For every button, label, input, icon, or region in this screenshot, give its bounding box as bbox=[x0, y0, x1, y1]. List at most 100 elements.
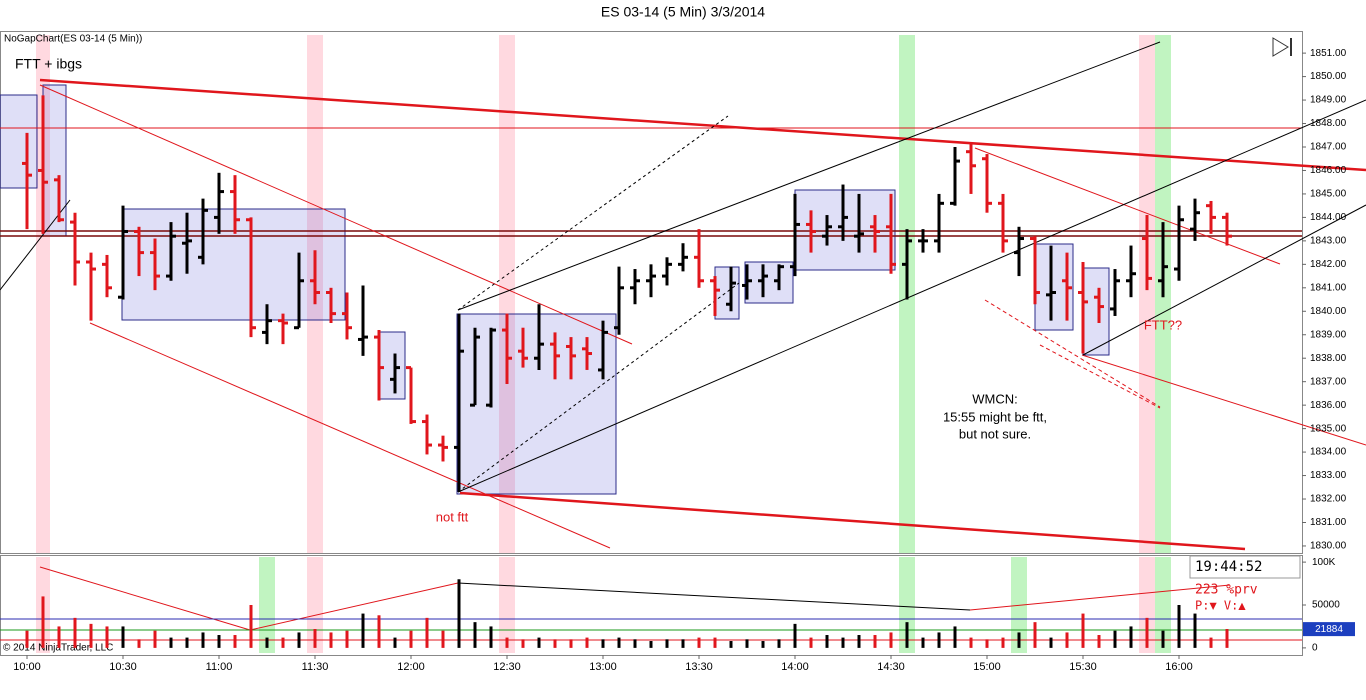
x-tick-label: 14:30 bbox=[877, 661, 905, 673]
annotation: FTT + ibgs bbox=[15, 56, 82, 72]
volume-bar bbox=[1033, 622, 1037, 648]
y-tick-label: 1844.00 bbox=[1310, 212, 1347, 223]
volume-bar bbox=[345, 630, 349, 648]
volume-bar bbox=[105, 626, 109, 648]
play-icon[interactable] bbox=[1272, 37, 1292, 57]
volume-bar bbox=[873, 635, 877, 648]
volume-bar bbox=[121, 626, 125, 648]
y-tick-label: 100K bbox=[1312, 557, 1336, 568]
volume-bar bbox=[89, 623, 93, 648]
volume-bar bbox=[489, 626, 493, 648]
volume-bar bbox=[681, 639, 685, 648]
volume-bar bbox=[137, 639, 141, 648]
y-tick-label: 1849.00 bbox=[1310, 95, 1347, 106]
y-tick-label: 1842.00 bbox=[1310, 259, 1347, 270]
volume-bar bbox=[1065, 632, 1069, 648]
y-tick-label: 1848.00 bbox=[1310, 118, 1347, 129]
chart-subtitle: NoGapChart(ES 03-14 (5 Min)) bbox=[4, 34, 142, 45]
y-tick-label: 1832.00 bbox=[1310, 494, 1347, 505]
volume-bar bbox=[1097, 635, 1101, 648]
last-value: 21884 bbox=[1315, 624, 1343, 635]
volume-bar bbox=[889, 632, 893, 648]
volume-bar bbox=[857, 635, 861, 648]
y-tick-label: 1840.00 bbox=[1310, 306, 1347, 317]
volume-bar bbox=[649, 641, 653, 648]
volume-bar bbox=[521, 639, 525, 648]
volume-bar bbox=[633, 639, 637, 648]
y-tick-label: 1839.00 bbox=[1310, 329, 1347, 340]
x-tick-label: 16:00 bbox=[1165, 661, 1193, 673]
volume-bar bbox=[329, 632, 333, 648]
volume-bar bbox=[297, 632, 301, 648]
volume-bar bbox=[393, 637, 397, 648]
volume-bar bbox=[233, 635, 237, 648]
clock: 19:44:52 bbox=[1195, 559, 1262, 575]
x-tick-label: 11:30 bbox=[302, 661, 329, 673]
volume-bar bbox=[1193, 613, 1197, 648]
y-tick-label: 1830.00 bbox=[1310, 541, 1347, 552]
volume-bar bbox=[841, 637, 845, 648]
x-tick-label: 13:00 bbox=[589, 661, 617, 673]
volume-bar bbox=[201, 632, 205, 648]
last-value-box bbox=[1303, 622, 1355, 637]
volume-bar bbox=[473, 622, 477, 648]
volume-bar bbox=[169, 637, 173, 648]
volume-bar bbox=[41, 596, 45, 648]
volume-bar bbox=[761, 641, 765, 648]
volume-bar bbox=[601, 639, 605, 648]
info: 223 %prv bbox=[1195, 583, 1258, 598]
volume-bar bbox=[457, 579, 461, 648]
x-tick-label: 10:00 bbox=[13, 661, 41, 673]
volume-bar bbox=[1049, 637, 1053, 648]
y-tick-label: 1834.00 bbox=[1310, 447, 1347, 458]
y-tick-label: 50000 bbox=[1312, 600, 1340, 611]
y-tick-label: 1836.00 bbox=[1310, 400, 1347, 411]
volume-bar bbox=[1145, 617, 1149, 648]
volume-bar bbox=[1209, 637, 1213, 648]
volume-bar bbox=[953, 626, 957, 648]
volume-bar bbox=[569, 639, 573, 648]
annotation: 15:55 might be ftt, bbox=[943, 409, 1047, 424]
y-tick-label: 1847.00 bbox=[1310, 142, 1347, 153]
volume-bar bbox=[905, 622, 909, 648]
x-tick-label: 13:30 bbox=[685, 661, 713, 673]
price-frame bbox=[0, 31, 1303, 554]
annotation: FTT?? bbox=[1144, 317, 1182, 332]
volume-bar bbox=[57, 626, 61, 648]
volume-bar bbox=[729, 641, 733, 648]
volume-bar bbox=[25, 630, 29, 648]
volume-bar bbox=[1129, 626, 1133, 648]
volume-bar bbox=[73, 617, 77, 648]
volume-bar bbox=[153, 630, 157, 648]
volume-bar bbox=[553, 639, 557, 648]
volume-bar bbox=[1113, 630, 1117, 648]
volume-bar bbox=[937, 632, 941, 648]
volume-bar bbox=[713, 637, 717, 648]
y-tick-label: 1835.00 bbox=[1310, 423, 1347, 434]
volume-bar bbox=[361, 613, 365, 648]
x-tick-label: 15:00 bbox=[973, 661, 1001, 673]
volume-bar bbox=[745, 639, 749, 648]
trend-lines bbox=[0, 41, 1366, 641]
annotation: but not sure. bbox=[959, 426, 1031, 441]
volume-bar bbox=[409, 630, 413, 648]
volume-bar bbox=[585, 637, 589, 648]
volume-bar bbox=[377, 615, 381, 648]
x-tick-label: 14:00 bbox=[781, 661, 809, 673]
volume-bar bbox=[537, 637, 541, 648]
volume-bar bbox=[1001, 637, 1005, 648]
volume-bar bbox=[921, 637, 925, 648]
y-tick-label: 1841.00 bbox=[1310, 282, 1347, 293]
volume-bar bbox=[697, 637, 701, 648]
x-tick-label: 10:30 bbox=[109, 661, 137, 673]
annotation: WMCN: bbox=[972, 391, 1018, 406]
volume-bar bbox=[985, 639, 989, 648]
y-tick-label: 1838.00 bbox=[1310, 353, 1347, 364]
y-tick-label: 1851.00 bbox=[1310, 48, 1347, 59]
volume-bar bbox=[617, 637, 621, 648]
y-tick-label: 0 bbox=[1312, 643, 1318, 654]
volume-bar bbox=[281, 637, 285, 648]
volume-bar bbox=[1225, 629, 1229, 648]
